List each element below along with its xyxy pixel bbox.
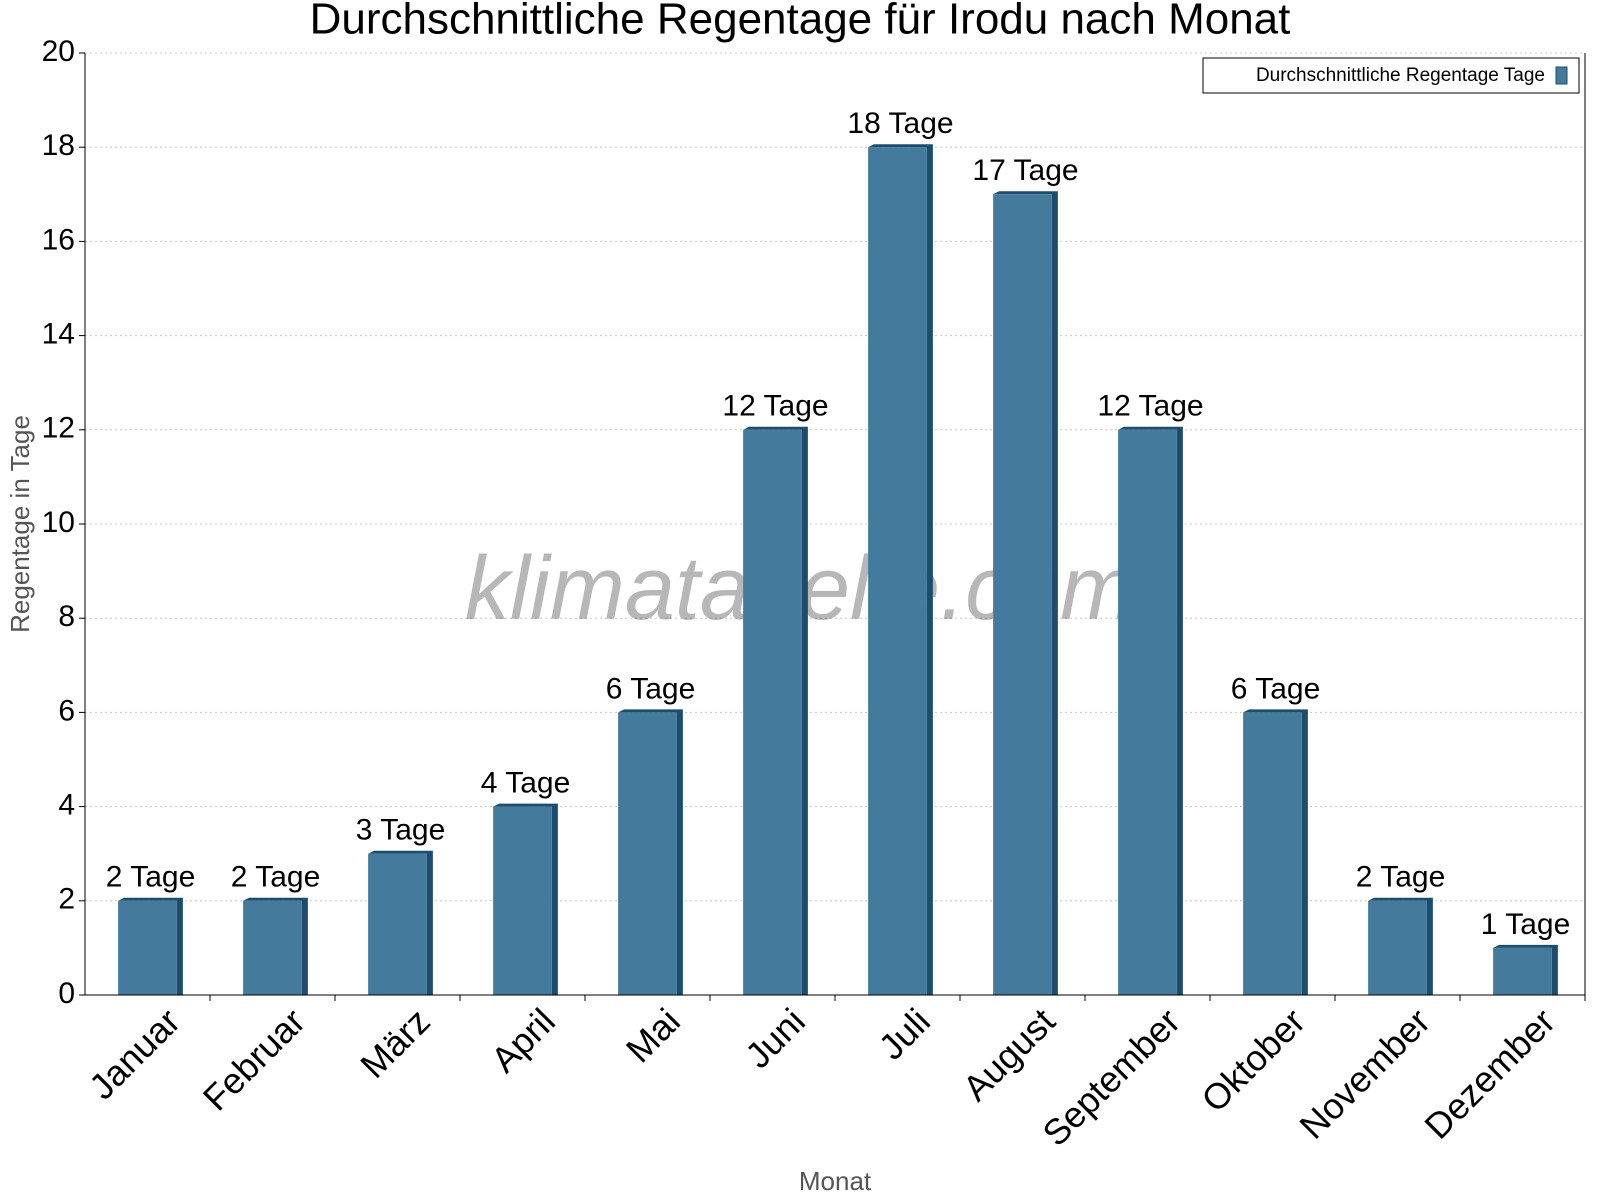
y-tick-label: 20 <box>42 35 75 68</box>
value-label: 18 Tage <box>847 107 953 140</box>
value-label: 2 Tage <box>106 861 196 894</box>
bar <box>743 429 802 995</box>
value-label: 1 Tage <box>1481 908 1571 941</box>
bar <box>868 147 927 995</box>
x-tick-label: Juli <box>871 1000 938 1067</box>
bar <box>368 853 427 995</box>
bar <box>493 806 552 995</box>
x-tick-label: August <box>955 1000 1063 1108</box>
value-label: 4 Tage <box>481 767 571 800</box>
legend: Durchschnittliche Regentage Tage <box>1202 57 1580 94</box>
chart-title: Durchschnittliche Regentage für Irodu na… <box>310 0 1291 44</box>
bar <box>243 900 302 995</box>
x-tick-label: März <box>352 1000 438 1086</box>
value-label: 6 Tage <box>606 672 696 705</box>
x-axis-label: Monat <box>799 1166 872 1196</box>
y-tick-label: 18 <box>42 129 75 162</box>
bar <box>1493 947 1552 995</box>
x-tick-label: Juni <box>737 1000 813 1076</box>
x-tick-label: Dezember <box>1416 1000 1562 1146</box>
y-tick-label: 14 <box>42 318 75 351</box>
bar <box>618 712 677 995</box>
y-tick-label: 8 <box>58 600 75 633</box>
bar <box>993 194 1052 996</box>
x-tick-label: Januar <box>81 1000 188 1107</box>
legend-label: Durchschnittliche Regentage Tage <box>1256 65 1545 86</box>
bar <box>118 900 177 995</box>
value-label: 2 Tage <box>231 861 321 894</box>
y-tick-label: 4 <box>58 789 75 822</box>
y-tick-label: 6 <box>58 694 75 727</box>
y-tick-label: 0 <box>58 977 75 1010</box>
y-tick-label: 12 <box>42 412 75 445</box>
bar <box>1243 712 1302 995</box>
y-tick-label: 16 <box>42 223 75 256</box>
x-tick-label: April <box>483 1000 563 1080</box>
value-label: 12 Tage <box>1097 390 1203 423</box>
bar <box>1118 429 1177 995</box>
value-label: 6 Tage <box>1231 672 1321 705</box>
x-tick-label: November <box>1291 1000 1437 1146</box>
legend-box <box>1202 57 1580 94</box>
bar <box>1368 900 1427 995</box>
legend-swatch <box>1555 66 1568 85</box>
x-tick-label: Mai <box>618 1000 688 1070</box>
x-tick-label: September <box>1034 1000 1188 1154</box>
y-tick-label: 10 <box>42 506 75 539</box>
value-label: 2 Tage <box>1356 861 1446 894</box>
x-tick-label: Oktober <box>1193 1000 1313 1120</box>
value-label: 17 Tage <box>972 154 1078 187</box>
value-label: 12 Tage <box>722 390 828 423</box>
y-tick-label: 2 <box>58 883 75 916</box>
x-tick-label: Februar <box>195 1000 313 1118</box>
value-label: 3 Tage <box>356 814 446 847</box>
y-axis-label: Regentage in Tage <box>5 415 35 633</box>
